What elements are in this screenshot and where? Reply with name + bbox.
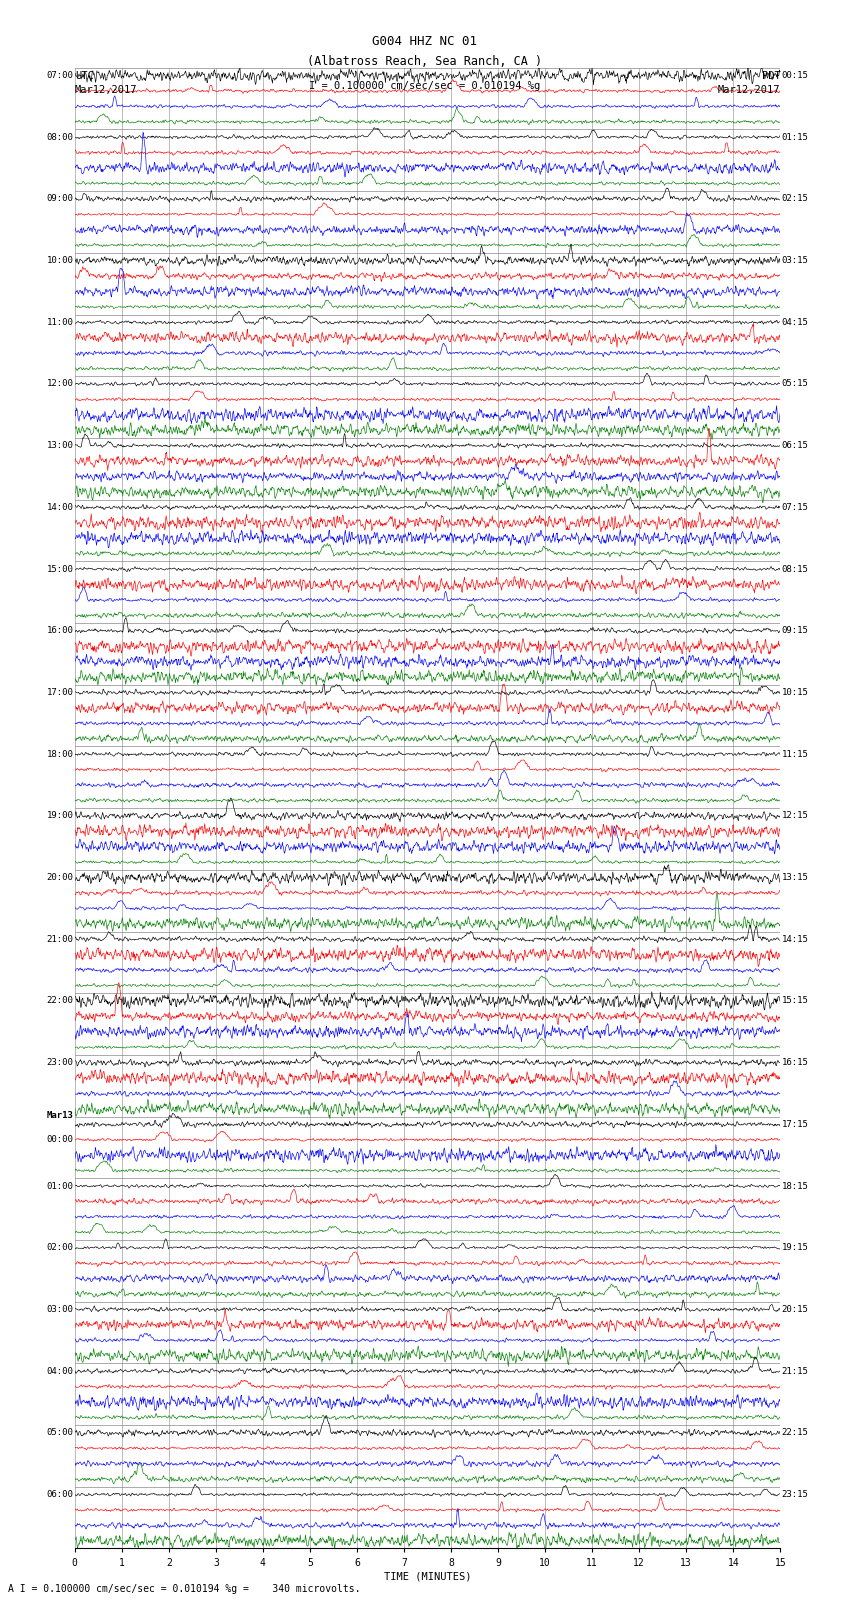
Text: 08:15: 08:15 [782,565,808,574]
Text: 03:15: 03:15 [782,256,808,265]
Text: 23:15: 23:15 [782,1490,808,1498]
Text: 10:00: 10:00 [47,256,73,265]
Text: 12:00: 12:00 [47,379,73,389]
Text: I = 0.100000 cm/sec/sec = 0.010194 %g: I = 0.100000 cm/sec/sec = 0.010194 %g [309,81,541,90]
Text: 15:15: 15:15 [782,997,808,1005]
X-axis label: TIME (MINUTES): TIME (MINUTES) [384,1571,471,1582]
Text: 11:00: 11:00 [47,318,73,327]
Text: 22:00: 22:00 [47,997,73,1005]
Text: 15:00: 15:00 [47,565,73,574]
Text: 16:00: 16:00 [47,626,73,636]
Text: 14:00: 14:00 [47,503,73,511]
Text: G004 HHZ NC 01: G004 HHZ NC 01 [372,35,478,48]
Text: 09:15: 09:15 [782,626,808,636]
Text: Mar12,2017: Mar12,2017 [75,85,138,95]
Text: 13:15: 13:15 [782,873,808,882]
Text: 07:15: 07:15 [782,503,808,511]
Text: 10:15: 10:15 [782,687,808,697]
Text: 01:15: 01:15 [782,132,808,142]
Text: 06:00: 06:00 [47,1490,73,1498]
Text: PDT: PDT [762,71,780,81]
Text: 05:15: 05:15 [782,379,808,389]
Text: 18:00: 18:00 [47,750,73,758]
Text: 17:15: 17:15 [782,1119,808,1129]
Text: 21:00: 21:00 [47,934,73,944]
Text: 23:00: 23:00 [47,1058,73,1068]
Text: 02:15: 02:15 [782,194,808,203]
Text: 04:00: 04:00 [47,1366,73,1376]
Text: 12:15: 12:15 [782,811,808,821]
Text: 01:00: 01:00 [47,1181,73,1190]
Text: 14:15: 14:15 [782,934,808,944]
Text: A I = 0.100000 cm/sec/sec = 0.010194 %g =    340 microvolts.: A I = 0.100000 cm/sec/sec = 0.010194 %g … [8,1584,361,1594]
Text: 00:00: 00:00 [47,1136,73,1144]
Text: 13:00: 13:00 [47,440,73,450]
Text: 02:00: 02:00 [47,1244,73,1252]
Text: 18:15: 18:15 [782,1181,808,1190]
Text: 09:00: 09:00 [47,194,73,203]
Text: 11:15: 11:15 [782,750,808,758]
Text: 19:15: 19:15 [782,1244,808,1252]
Text: 16:15: 16:15 [782,1058,808,1068]
Text: 20:15: 20:15 [782,1305,808,1315]
Text: 00:15: 00:15 [782,71,808,81]
Text: 04:15: 04:15 [782,318,808,327]
Text: Mar12,2017: Mar12,2017 [717,85,780,95]
Text: 20:00: 20:00 [47,873,73,882]
Text: (Albatross Reach, Sea Ranch, CA ): (Albatross Reach, Sea Ranch, CA ) [308,55,542,68]
Text: 22:15: 22:15 [782,1428,808,1437]
Text: 07:00: 07:00 [47,71,73,81]
Text: 06:15: 06:15 [782,440,808,450]
Text: 17:00: 17:00 [47,687,73,697]
Text: 05:00: 05:00 [47,1428,73,1437]
Text: 19:00: 19:00 [47,811,73,821]
Text: Mar13: Mar13 [47,1111,73,1121]
Text: 08:00: 08:00 [47,132,73,142]
Text: 21:15: 21:15 [782,1366,808,1376]
Text: UTC: UTC [75,71,94,81]
Text: 03:00: 03:00 [47,1305,73,1315]
